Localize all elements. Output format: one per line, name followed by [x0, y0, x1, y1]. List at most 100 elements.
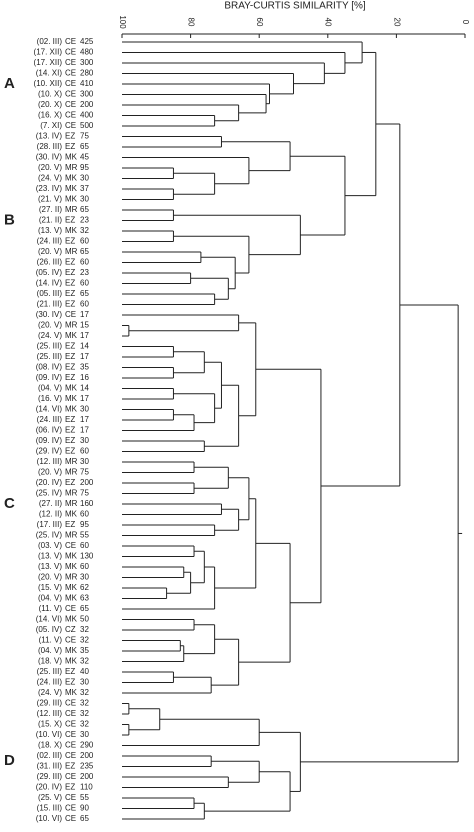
leaf-count: 37	[80, 184, 89, 193]
leaf-date: (25. IV)	[36, 489, 63, 498]
leaf-count: 35	[80, 363, 89, 372]
leaf-count: 62	[80, 583, 89, 592]
leaf-date: (20. V)	[38, 163, 62, 172]
leaf-count: 130	[80, 552, 94, 561]
leaf-count: 32	[80, 699, 89, 708]
leaf-date: (05. III)	[37, 289, 63, 298]
leaf-count: 65	[80, 814, 89, 823]
leaf-date: (24. III)	[37, 678, 63, 687]
leaf-site: CE	[65, 741, 76, 750]
leaf-site: MK	[65, 594, 78, 603]
leaf-count: 60	[80, 300, 89, 309]
leaf-site: MR	[65, 489, 78, 498]
leaf-count: 16	[80, 373, 89, 382]
leaf-count: 14	[80, 384, 89, 393]
leaf-site: CE	[65, 814, 76, 823]
leaf-count: 17	[80, 310, 89, 319]
leaf-count: 55	[80, 793, 89, 802]
leaf-count: 65	[80, 247, 89, 256]
leaf-date: (14. IV)	[36, 279, 63, 288]
leaf-site: CE	[65, 804, 76, 813]
leaf-site: MK	[65, 646, 78, 655]
leaf-site: MR	[65, 163, 78, 172]
x-tick-label: 20	[392, 18, 401, 27]
leaf-date: (25. IV)	[36, 531, 63, 540]
leaf-date: (20. IV)	[36, 478, 63, 487]
leaf-site: MR	[65, 457, 78, 466]
leaf-site: EZ	[65, 363, 75, 372]
group-label: D	[4, 752, 15, 769]
leaf-date: (09. IV)	[36, 436, 63, 445]
leaf-count: 410	[80, 79, 94, 88]
leaf-date: (27. II)	[39, 499, 62, 508]
leaf-date: (03. V)	[38, 541, 62, 550]
leaf-site: CE	[65, 37, 76, 46]
leaf-site: EZ	[65, 436, 75, 445]
leaf-site: CE	[65, 720, 76, 729]
leaf-site: EZ	[65, 268, 75, 277]
leaf-site: CE	[65, 100, 76, 109]
leaf-count: 60	[80, 510, 89, 519]
leaf-site: MK	[65, 384, 78, 393]
leaf-site: MK	[65, 510, 78, 519]
leaf-date: (11. V)	[39, 604, 63, 613]
leaf-date: (02. III)	[37, 751, 63, 760]
leaf-date: (7. XI)	[40, 121, 62, 130]
leaf-date: (16. X)	[38, 111, 62, 120]
leaf-count: 35	[80, 646, 89, 655]
leaf-count: 17	[80, 331, 89, 340]
leaf-count: 32	[80, 625, 89, 634]
leaf-count: 17	[80, 394, 89, 403]
leaf-count: 200	[80, 100, 94, 109]
leaf-date: (30. IV)	[36, 153, 63, 162]
x-tick-label: 100	[118, 15, 127, 29]
leaf-date: (04. V)	[38, 646, 62, 655]
leaf-count: 60	[80, 237, 89, 246]
leaf-count: 45	[80, 153, 89, 162]
leaf-count: 17	[80, 352, 89, 361]
leaf-date: (24. V)	[38, 174, 62, 183]
leaf-count: 200	[80, 751, 94, 760]
leaf-site: MK	[65, 552, 78, 561]
leaf-date: (29. III)	[37, 699, 63, 708]
leaf-count: 30	[80, 730, 89, 739]
leaf-site: EZ	[65, 237, 75, 246]
leaf-count: 17	[80, 415, 89, 424]
leaf-date: (28. III)	[37, 142, 63, 151]
leaf-date: (06. IV)	[36, 426, 63, 435]
leaf-site: EZ	[65, 342, 75, 351]
leaf-date: (13. V)	[38, 552, 62, 561]
leaf-date: (24. V)	[38, 331, 62, 340]
leaf-count: 75	[80, 489, 89, 498]
x-tick-label: 80	[186, 18, 195, 27]
leaf-date: (20. X)	[38, 100, 62, 109]
leaf-site: CE	[65, 772, 76, 781]
leaf-site: CE	[65, 541, 76, 550]
leaf-date: (31. III)	[37, 762, 63, 771]
leaf-site: MK	[65, 226, 78, 235]
leaf-date: (16. V)	[38, 394, 62, 403]
leaf-site: MR	[65, 321, 78, 330]
leaf-site: CE	[65, 730, 76, 739]
leaf-date: (13. IV)	[36, 132, 63, 141]
leaf-count: 30	[80, 573, 89, 582]
leaf-date: (12. III)	[37, 457, 63, 466]
leaf-date: (04. V)	[38, 384, 62, 393]
group-label: C	[4, 495, 15, 512]
leaf-count: 32	[80, 636, 89, 645]
leaf-count: 65	[80, 604, 89, 613]
leaf-date: (14. VI)	[36, 615, 63, 624]
leaf-count: 32	[80, 688, 89, 697]
leaf-count: 500	[80, 121, 94, 130]
leaf-date: (25. III)	[37, 667, 63, 676]
leaf-date: (08. IV)	[36, 363, 63, 372]
leaf-count: 32	[80, 720, 89, 729]
leaf-site: CE	[65, 111, 76, 120]
leaf-count: 60	[80, 447, 89, 456]
leaf-site: EZ	[65, 216, 75, 225]
leaf-count: 32	[80, 226, 89, 235]
leaf-count: 40	[80, 667, 89, 676]
leaf-count: 60	[80, 541, 89, 550]
leaf-date: (12. II)	[39, 510, 62, 519]
